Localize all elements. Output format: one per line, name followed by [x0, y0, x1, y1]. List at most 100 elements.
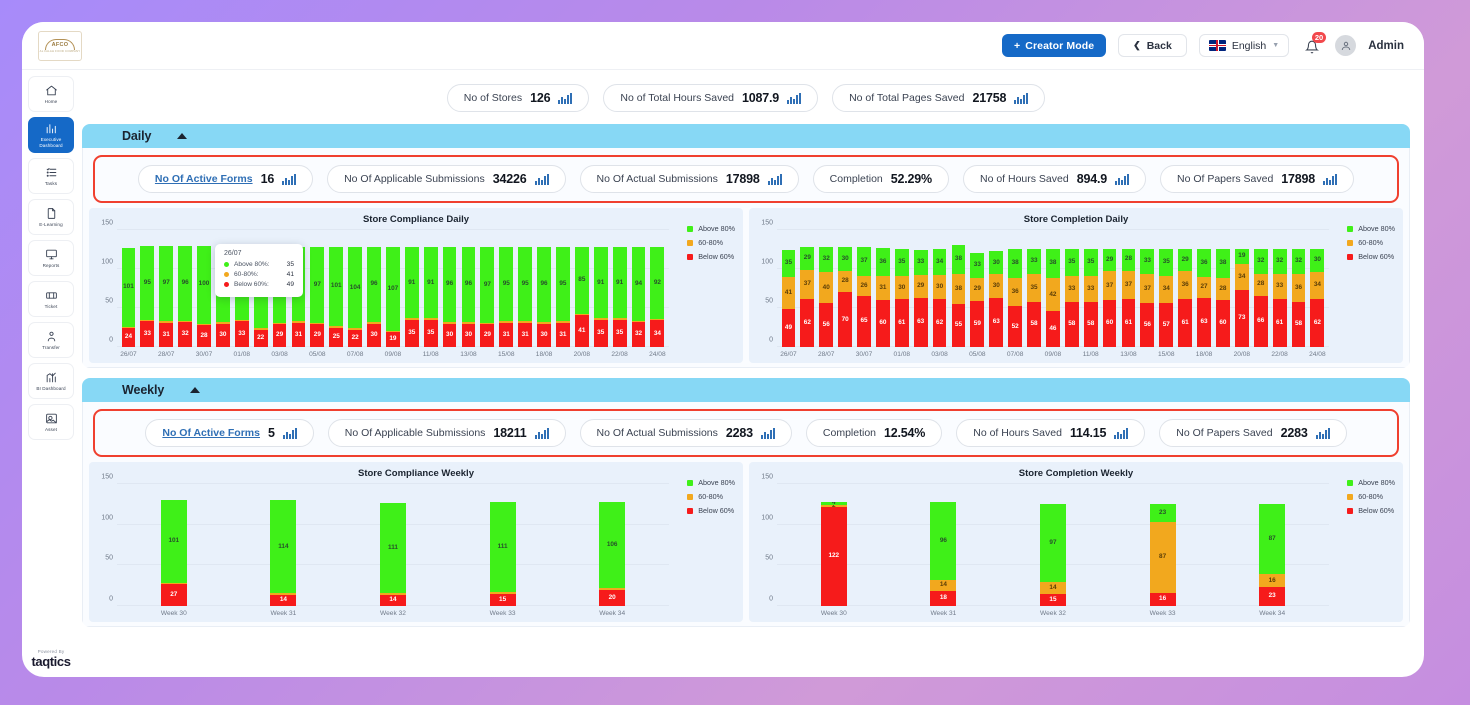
stacked-bar[interactable]: 32 40 56 [819, 230, 834, 347]
stacked-bar[interactable]: 29 37 62 [800, 230, 815, 347]
stacked-bar[interactable]: 97031 [159, 230, 174, 347]
stacked-bar[interactable]: 32 28 66 [1253, 230, 1268, 347]
sidebar-item-reports[interactable]: Reports [28, 240, 74, 276]
stacked-bar[interactable]: 36 27 63 [1197, 230, 1211, 347]
stacked-bar[interactable]: 36 31 60 [876, 230, 890, 347]
stacked-bar[interactable]: 91035 [593, 230, 608, 347]
stacked-bar[interactable]: 29 37 60 [1102, 230, 1117, 347]
stacked-bar[interactable]: 30 34 62 [1310, 230, 1325, 347]
stacked-bar[interactable]: 34 30 62 [932, 230, 947, 347]
avatar[interactable] [1335, 35, 1357, 56]
chart-icon[interactable] [534, 173, 549, 185]
stacked-bar[interactable]: 30 30 63 [989, 230, 1004, 347]
stacked-bar[interactable]: 94032 [631, 230, 646, 347]
stacked-bar[interactable]: 96030 [442, 230, 457, 347]
stacked-bar[interactable]: 32 36 58 [1291, 230, 1306, 347]
stacked-bar[interactable]: 114014 [270, 484, 297, 606]
notifications-button[interactable]: 20 [1301, 31, 1327, 58]
sidebar-item-bi-dashboard[interactable]: BI Dashboard [28, 363, 74, 399]
stacked-bar[interactable]: 97 14 15 [1039, 484, 1066, 606]
stacked-bar[interactable]: 95031 [499, 230, 514, 347]
kpi-pill[interactable]: No of Hours Saved 114.15 [956, 419, 1146, 447]
stacked-bar[interactable]: 38 36 52 [1008, 230, 1023, 347]
stacked-bar[interactable]: 23 87 16 [1149, 484, 1176, 606]
kpi-pill[interactable]: No Of Papers Saved 2283 [1159, 419, 1347, 447]
stacked-bar[interactable]: 85041 [574, 230, 589, 347]
triangle-up-icon[interactable] [190, 387, 201, 393]
stacked-bar[interactable]: 101024 [121, 230, 136, 347]
afco-logo[interactable]: AFCO AL FALAH FOOD COMPANY [38, 30, 82, 61]
stacked-bar[interactable]: 100028 [197, 230, 211, 347]
kpi-pill[interactable]: No Of Applicable Submissions 34226 [327, 165, 566, 193]
stacked-bar[interactable]: 42122 [820, 484, 847, 606]
stacked-bar[interactable]: 106020 [599, 484, 626, 606]
stacked-bar[interactable]: 19 34 73 [1234, 230, 1249, 347]
sidebar-item-tasks[interactable]: Tasks [28, 158, 74, 194]
kpi-pill[interactable]: Completion 12.54% [805, 419, 943, 447]
chart-icon[interactable] [558, 92, 573, 104]
creator-mode-button[interactable]: + Creator Mode [1002, 34, 1107, 57]
stacked-bar[interactable]: 32 33 61 [1272, 230, 1287, 347]
stacked-bar[interactable]: 29 36 61 [1178, 230, 1193, 347]
section-header[interactable]: Weekly [82, 378, 1410, 402]
stacked-bar[interactable]: 95031 [518, 230, 533, 347]
stacked-bar[interactable]: 96032 [178, 230, 193, 347]
stacked-bar[interactable]: 101027 [160, 484, 187, 606]
stacked-bar[interactable]: 87 16 23 [1259, 484, 1286, 606]
kpi-pill[interactable]: No of Hours Saved 894.9 [962, 165, 1146, 193]
kpi-pill[interactable]: No Of Papers Saved 17898 [1159, 165, 1355, 193]
kpi-pill[interactable]: No Of Active Forms 5 [145, 419, 314, 447]
stacked-bar[interactable]: 33 35 58 [1027, 230, 1041, 347]
kpi-pill[interactable]: No of Total Pages Saved 21758 [832, 84, 1046, 112]
kpi-pill[interactable]: No Of Actual Submissions 17898 [579, 165, 799, 193]
kpi-pill[interactable]: Completion 52.29% [812, 165, 949, 193]
chart-icon[interactable] [1323, 173, 1338, 185]
stacked-bar[interactable]: 30 28 70 [838, 230, 853, 347]
stacked-bar[interactable]: 95033 [140, 230, 155, 347]
stacked-bar[interactable]: 38 38 55 [951, 230, 966, 347]
kpi-label[interactable]: No Of Active Forms [154, 173, 253, 185]
stacked-bar[interactable]: 101025 [329, 230, 344, 347]
stacked-bar[interactable]: 111014 [379, 484, 406, 606]
stacked-bar[interactable]: 35 41 49 [781, 230, 796, 347]
stacked-bar[interactable]: 35 33 58 [1064, 230, 1079, 347]
kpi-label[interactable]: No Of Active Forms [162, 427, 260, 439]
stacked-bar[interactable]: 38 28 60 [1216, 230, 1230, 347]
stacked-bar[interactable]: 35 34 57 [1159, 230, 1174, 347]
kpi-pill[interactable]: No of Stores 126 [446, 84, 590, 112]
stacked-bar[interactable]: 95031 [556, 230, 570, 347]
language-selector[interactable]: English ▼ [1198, 34, 1290, 57]
sidebar-item-executive-dashboard[interactable]: Executive Dashboard [28, 117, 74, 153]
kpi-pill[interactable]: No Of Active Forms 16 [137, 165, 314, 193]
stacked-bar[interactable]: 97029 [480, 230, 495, 347]
stacked-bar[interactable]: 28 37 61 [1121, 230, 1136, 347]
chart-icon[interactable] [1114, 173, 1129, 185]
chart-icon[interactable] [534, 427, 549, 439]
chart-icon[interactable] [282, 173, 297, 185]
stacked-bar[interactable]: 33 29 63 [913, 230, 928, 347]
chart-icon[interactable] [1315, 427, 1330, 439]
chart-icon[interactable] [767, 173, 782, 185]
kpi-pill[interactable]: No Of Actual Submissions 2283 [579, 419, 792, 447]
sidebar-item-e-learning[interactable]: E-Learning [28, 199, 74, 235]
stacked-bar[interactable]: 91035 [612, 230, 627, 347]
sidebar-item-home[interactable]: Home [28, 76, 74, 112]
section-header[interactable]: Daily [82, 124, 1410, 148]
kpi-pill[interactable]: No of Total Hours Saved 1087.9 [603, 84, 819, 112]
back-button[interactable]: ❮ Back [1118, 34, 1187, 57]
chart-icon[interactable] [760, 427, 775, 439]
stacked-bar[interactable]: 97029 [310, 230, 325, 347]
stacked-bar[interactable]: 107019 [386, 230, 400, 347]
triangle-up-icon[interactable] [177, 133, 188, 139]
stacked-bar[interactable]: 111015 [489, 484, 516, 606]
stacked-bar[interactable]: 38 42 46 [1046, 230, 1060, 347]
stacked-bar[interactable]: 104022 [348, 230, 363, 347]
stacked-bar[interactable]: 91035 [404, 230, 419, 347]
stacked-bar[interactable]: 35 30 61 [894, 230, 909, 347]
sidebar-item-transfer[interactable]: Transfer [28, 322, 74, 358]
chart-icon[interactable] [1014, 92, 1029, 104]
stacked-bar[interactable]: 96030 [537, 230, 551, 347]
stacked-bar[interactable]: 96030 [367, 230, 381, 347]
kpi-pill[interactable]: No Of Applicable Submissions 18211 [327, 419, 566, 447]
chart-icon[interactable] [1114, 427, 1129, 439]
